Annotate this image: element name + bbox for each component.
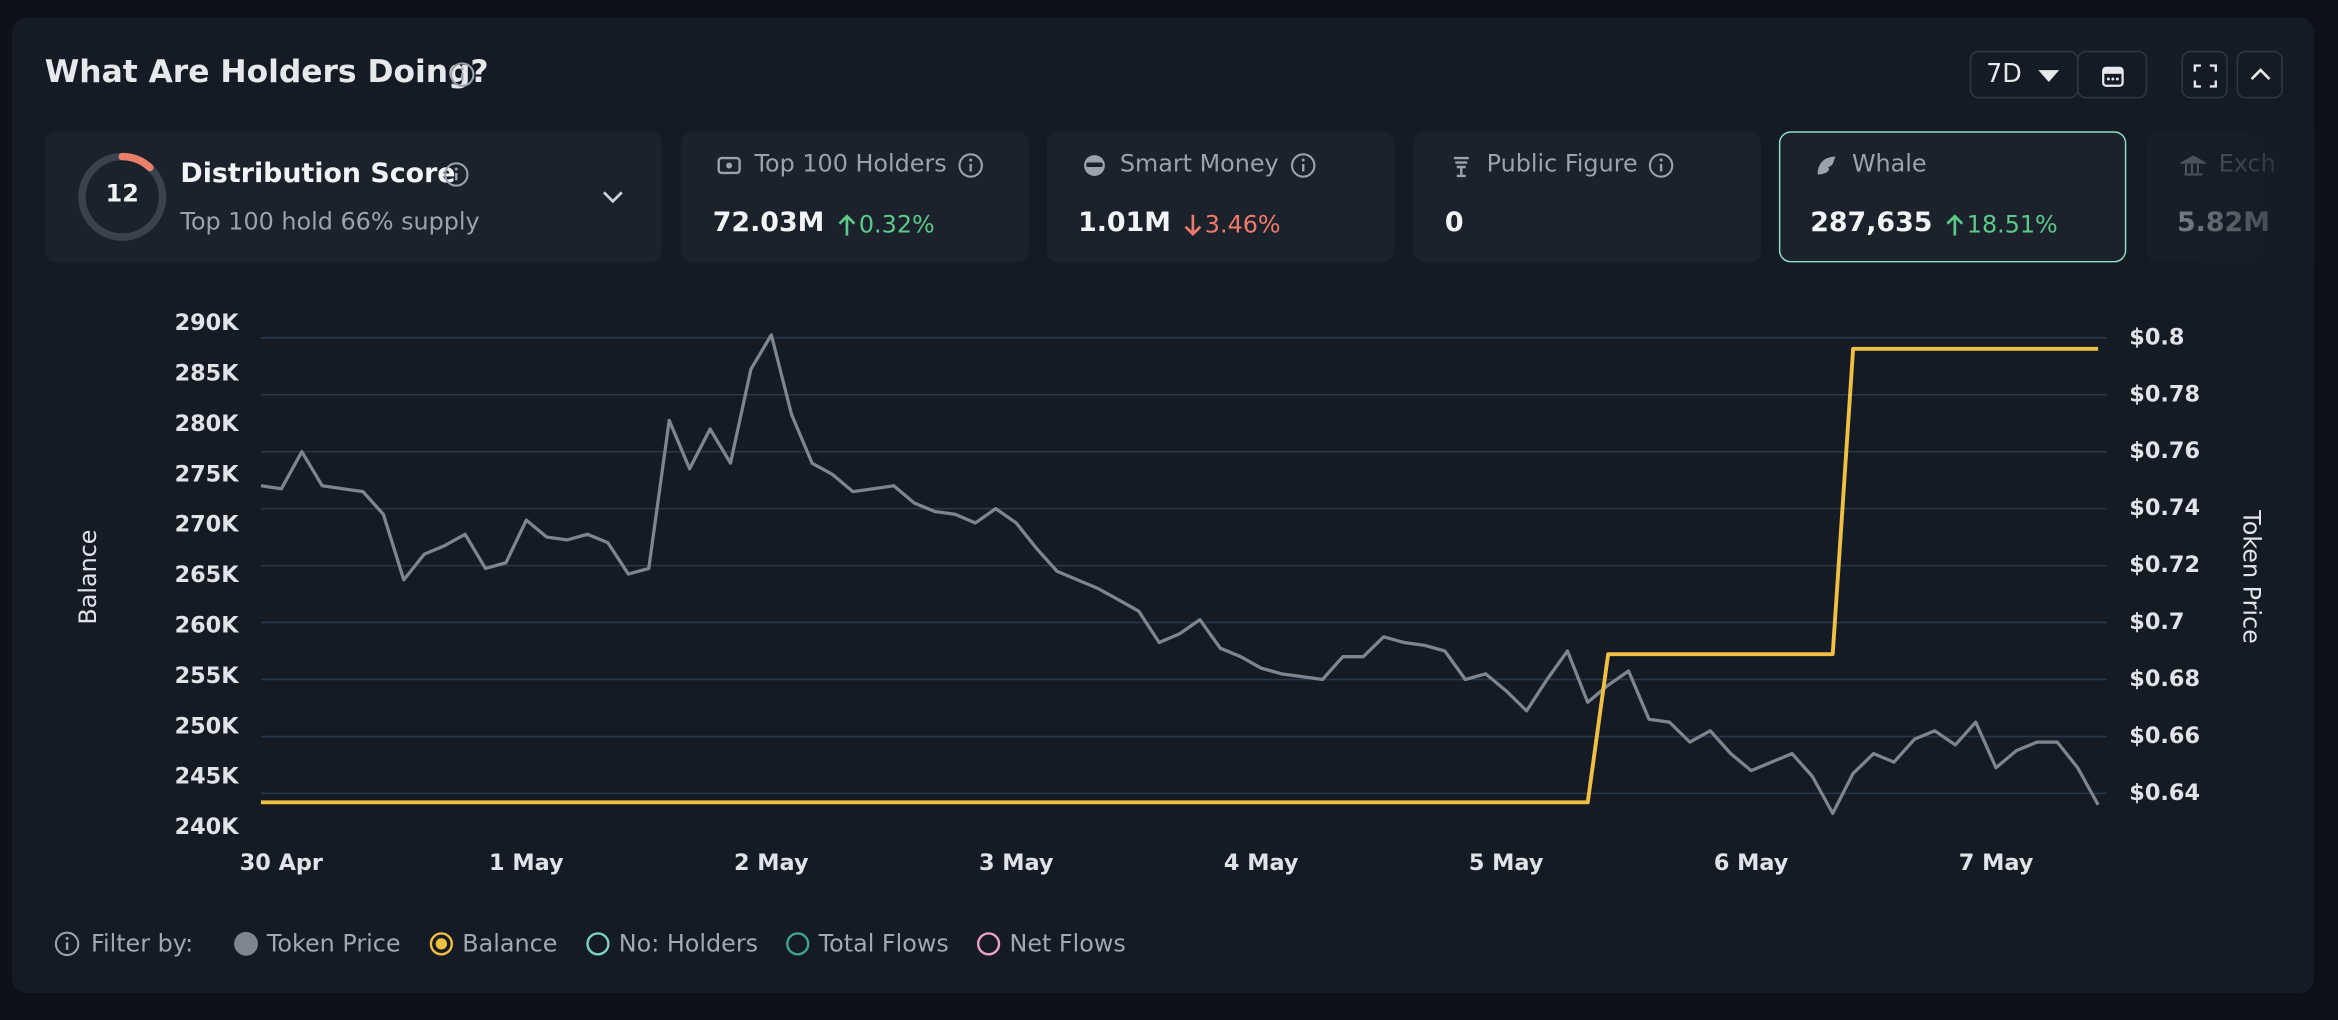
y-tick-label: 270K <box>175 512 240 538</box>
fullscreen-icon <box>2193 64 2217 88</box>
legend-marker[interactable] <box>233 930 260 957</box>
score-arc <box>118 152 154 172</box>
legend: Filter by: Token Price Balance No: Holders… <box>54 924 1396 963</box>
y2-tick-label: $0.76 <box>2129 438 2200 464</box>
trend-arrow <box>1184 214 1202 237</box>
y-tick-label: 245K <box>175 764 240 790</box>
distribution-card[interactable]: 12 Distribution Score Top 100 hold 66% s… <box>44 131 663 263</box>
y2-axis-label: Token Price <box>2238 509 2266 644</box>
trend-arrow <box>838 214 856 236</box>
legend-label[interactable]: Balance <box>462 928 558 958</box>
x-tick-label: 3 May <box>979 850 1054 876</box>
panel-title: What Are Holders Doing? <box>44 53 489 90</box>
y2-tick-label: $0.74 <box>2129 495 2200 521</box>
series-line <box>260 333 2100 816</box>
metric-value: 72.03M <box>712 207 825 239</box>
x-tick-label: 1 May <box>489 850 564 876</box>
info-icon[interactable] <box>1290 152 1317 179</box>
info-icon[interactable] <box>449 61 476 88</box>
grid <box>260 337 2107 795</box>
metric-label: Top 100 Holders <box>754 149 947 178</box>
x-tick-label: 30 Apr <box>240 850 323 876</box>
info-icon[interactable] <box>957 152 984 179</box>
fullscreen-button[interactable] <box>2181 50 2228 99</box>
y-tick-label: 260K <box>175 612 240 638</box>
metric-change: 3.46% <box>1204 210 1281 239</box>
range-button[interactable]: 7D <box>1969 50 2079 99</box>
metric-change: 18.51% <box>1966 210 2058 239</box>
info-icon[interactable] <box>54 930 81 957</box>
caret <box>2038 70 2060 83</box>
legend-label[interactable]: No: Holders <box>618 928 759 958</box>
legend-marker[interactable] <box>784 930 811 957</box>
metric-card[interactable]: Top 100 Holders 72.03M 0.32% <box>681 131 1029 263</box>
filter-label: Filter by: <box>90 928 194 958</box>
metric-icon <box>717 156 741 175</box>
chevron-up <box>2250 68 2271 80</box>
panel: What Are Holders Doing? 7D 12 Distributi… <box>11 17 2315 994</box>
metric-card[interactable]: Whale 287,635 18.51% <box>1778 131 2127 263</box>
y-tick-label: 265K <box>175 562 240 588</box>
x-tick-label: 6 May <box>1714 850 1789 876</box>
info-icon[interactable] <box>443 161 470 188</box>
legend-marker[interactable] <box>428 930 455 957</box>
y-tick-label: 280K <box>175 411 240 437</box>
chevron-down[interactable] <box>601 188 625 206</box>
series-line <box>260 346 2099 805</box>
y-tick-label: 255K <box>175 663 240 689</box>
distribution-title: Distribution Score <box>180 158 456 190</box>
legend-marker[interactable] <box>585 930 612 957</box>
y-tick-label: 285K <box>175 360 240 386</box>
x-tick-label: 5 May <box>1469 850 1544 876</box>
metric-label: Public Figure <box>1486 149 1638 178</box>
y-tick-label: 290K <box>175 310 240 336</box>
y2-tick-label: $0.68 <box>2129 666 2200 692</box>
metric-card[interactable]: Public Figure 0 <box>1413 131 1761 263</box>
chart: Balance Token Price $0.64 $0.66 $0.68 $0.7 $… <box>74 310 2266 876</box>
x-tick-label: 7 May <box>1959 850 2034 876</box>
y2-tick-label: $0.7 <box>2129 609 2184 635</box>
metric-card[interactable]: Smart Money 1.01M 3.46% <box>1046 131 1395 263</box>
metric-value: 1.01M <box>1078 207 1172 239</box>
y2-tick-label: $0.78 <box>2129 381 2200 407</box>
metric-icon <box>1453 156 1469 178</box>
collapse-button[interactable] <box>2236 50 2283 99</box>
y2-tick-label: $0.64 <box>2129 780 2200 806</box>
x-tick-label: 2 May <box>734 850 809 876</box>
distribution-subtitle: Top 100 hold 66% supply <box>180 207 480 236</box>
score-value: 12 <box>105 178 139 208</box>
metric-value: 0 <box>1444 207 1464 239</box>
x-tick-label: 4 May <box>1224 850 1299 876</box>
metric-icon <box>1817 156 1836 175</box>
metric-value: 287,635 <box>1810 207 1933 239</box>
legend-label[interactable]: Total Flows <box>818 928 949 958</box>
info-icon[interactable] <box>1648 152 1675 179</box>
y-tick-label: 240K <box>175 814 240 840</box>
calendar-button[interactable] <box>2077 50 2148 99</box>
y-tick-label: 250K <box>175 713 240 739</box>
legend-marker[interactable] <box>975 930 1002 957</box>
y2-tick-label: $0.8 <box>2129 324 2184 350</box>
y2-tick-label: $0.72 <box>2129 552 2200 578</box>
metric-label: Whale <box>1851 149 1927 178</box>
trend-arrow <box>1946 214 1964 236</box>
legend-label[interactable]: Token Price <box>266 928 401 958</box>
metric-label: Smart Money <box>1119 149 1279 178</box>
score-gauge <box>78 152 167 241</box>
calendar-icon <box>2102 66 2124 87</box>
scroll-fade <box>2144 131 2315 266</box>
metric-icon <box>1084 155 1105 176</box>
y2-tick-label: $0.66 <box>2129 723 2200 749</box>
legend-label[interactable]: Net Flows <box>1009 928 1126 958</box>
range-label: 7D <box>1986 59 2022 90</box>
metric-change: 0.32% <box>858 210 935 239</box>
y-axis-label: Balance <box>74 530 102 625</box>
y-tick-label: 275K <box>175 461 240 487</box>
